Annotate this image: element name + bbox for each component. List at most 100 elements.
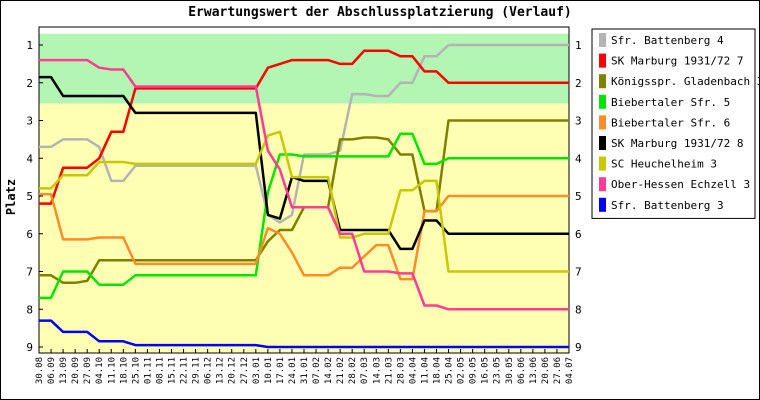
legend-label: SK Marburg 1931/72 7 xyxy=(611,55,743,68)
x-tick-label: 28.03 xyxy=(396,357,406,384)
series-line-1 xyxy=(39,49,569,205)
legend-label: Biebertaler Sfr. 6 xyxy=(611,116,730,129)
x-tick-label: 25.10 xyxy=(131,357,141,384)
y-tick-label-left: 1 xyxy=(26,39,33,52)
legend-swatch xyxy=(599,115,606,130)
x-tick-label: 18.04 xyxy=(433,357,443,384)
x-tick-label: 25.04 xyxy=(445,357,455,384)
legend-swatch xyxy=(599,177,606,192)
legend-label: Ober-Hessen Echzell 3 xyxy=(611,178,750,191)
series-line-0 xyxy=(39,43,569,224)
y-tick-label-right: 3 xyxy=(575,115,582,128)
x-tick-label: 28.02 xyxy=(348,357,358,384)
x-tick-label: 17.01 xyxy=(276,357,286,384)
legend-swatch xyxy=(599,197,606,212)
x-tick-label: 27.09 xyxy=(83,357,93,384)
x-tick-label: 21.03 xyxy=(384,357,394,384)
y-tick-label-right: 7 xyxy=(575,266,582,279)
y-axis-label: Platz xyxy=(4,179,18,215)
x-tick-label: 07.02 xyxy=(312,357,322,384)
x-tick-label: 20.09 xyxy=(71,357,81,384)
x-tick-label: 23.05 xyxy=(493,357,503,384)
y-tick-label-left: 7 xyxy=(26,266,33,279)
x-tick-label: 11.04 xyxy=(420,357,430,384)
y-tick-label-left: 2 xyxy=(26,77,33,90)
x-tick-label: 29.11 xyxy=(192,357,202,384)
series-line-5 xyxy=(39,75,569,251)
y-tick-label-left: 9 xyxy=(26,341,33,354)
x-tick-label: 08.11 xyxy=(155,357,165,384)
x-tick-label: 16.05 xyxy=(481,357,491,384)
x-tick-label: 14.02 xyxy=(324,357,334,384)
x-tick-label: 13.06 xyxy=(529,357,539,384)
x-axis-ticks: 30.08 06.09 13.09 20.09 27.09 04.10 11.10 18.10… xyxy=(35,349,575,384)
x-tick-label: 22.11 xyxy=(180,357,190,384)
legend-swatch xyxy=(599,53,606,68)
x-tick-label: 03.01 xyxy=(252,357,262,384)
x-tick-label: 13.12 xyxy=(216,357,226,384)
x-tick-label: 06.12 xyxy=(204,357,214,384)
legend-swatch xyxy=(599,156,606,171)
y-tick-label-right: 8 xyxy=(575,303,582,316)
x-tick-label: 10.01 xyxy=(264,357,274,384)
y-tick-label-right: 4 xyxy=(575,152,582,165)
x-tick-label: 04.04 xyxy=(408,357,418,384)
legend-box xyxy=(591,28,756,219)
legend-swatch xyxy=(599,74,606,89)
y-tick-label-right: 1 xyxy=(575,39,582,52)
x-tick-label: 27.12 xyxy=(240,357,250,384)
legend-swatch xyxy=(599,136,606,150)
x-tick-label: 14.03 xyxy=(372,357,382,384)
y-tick-label-right: 9 xyxy=(575,341,582,354)
legend-label: Königsspr. Gladenbach 3 xyxy=(611,75,759,88)
x-tick-label: 20.12 xyxy=(228,357,238,384)
chart-title: Erwartungswert der Abschlussplatzierung … xyxy=(188,5,572,20)
x-tick-label: 30.08 xyxy=(35,357,45,384)
series-lines xyxy=(39,43,569,349)
x-tick-label: 24.01 xyxy=(288,357,298,384)
x-tick-label: 04.10 xyxy=(95,357,105,384)
x-tick-label: 21.02 xyxy=(336,357,346,384)
x-tick-label: 07.03 xyxy=(360,357,370,384)
legend: Sfr. Battenberg 4 SK Marburg 1931/72 7 Kön… xyxy=(591,28,759,219)
x-tick-label: 30.05 xyxy=(505,357,515,384)
x-tick-label: 20.06 xyxy=(541,357,551,384)
x-tick-label: 02.05 xyxy=(457,357,467,384)
y-axis-ticks: 1 1 2 2 3 3 4 4 5 5 6 6 7 7 8 8 9 9 xyxy=(26,39,582,354)
series-line-7 xyxy=(39,58,569,311)
y-tick-label-left: 5 xyxy=(26,190,33,203)
x-tick-label: 06.06 xyxy=(517,357,527,384)
legend-label: Sfr. Battenberg 3 xyxy=(611,199,724,212)
series-line-6 xyxy=(39,130,569,273)
x-tick-label: 15.11 xyxy=(168,357,178,384)
legend-label: Sfr. Battenberg 4 xyxy=(611,34,724,47)
plot-band-1 xyxy=(39,103,569,353)
legend-label: SK Marburg 1931/72 8 xyxy=(611,137,743,150)
y-tick-label-right: 6 xyxy=(575,228,582,241)
x-tick-label: 04.07 xyxy=(565,357,575,384)
y-tick-label-right: 5 xyxy=(575,190,582,203)
series-line-8 xyxy=(39,319,569,349)
y-tick-label-left: 4 xyxy=(26,152,33,165)
y-tick-label-left: 6 xyxy=(26,228,33,241)
series-line-4 xyxy=(39,192,569,281)
legend-swatch xyxy=(599,33,606,47)
series-line-3 xyxy=(39,132,569,300)
x-tick-label: 11.10 xyxy=(107,357,117,384)
x-tick-label: 13.09 xyxy=(59,357,69,384)
legend-swatch xyxy=(599,94,606,109)
x-tick-label: 06.09 xyxy=(47,357,57,384)
x-tick-label: 27.06 xyxy=(553,357,563,384)
y-tick-label-left: 3 xyxy=(26,115,33,128)
x-tick-label: 09.05 xyxy=(469,357,479,384)
y-tick-label-right: 2 xyxy=(575,77,582,90)
plot-bands xyxy=(39,33,569,353)
x-tick-label: 31.01 xyxy=(300,357,310,384)
x-tick-label: 18.10 xyxy=(119,357,129,384)
legend-label: Biebertaler Sfr. 5 xyxy=(611,96,730,109)
x-tick-label: 01.11 xyxy=(143,357,153,384)
legend-label: SC Heuchelheim 3 xyxy=(611,158,717,171)
y-tick-label-left: 8 xyxy=(26,303,33,316)
